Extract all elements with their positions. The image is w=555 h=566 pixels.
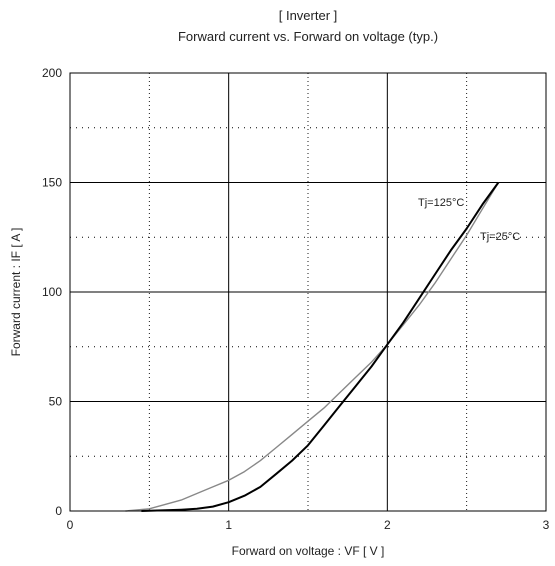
series-lines [125, 181, 500, 512]
y-tick-label: 150 [42, 176, 62, 190]
tick-labels: 0 1 2 3 0 50 100 150 200 [42, 66, 550, 532]
x-axis-label: Forward on voltage : VF [ V ] [232, 544, 385, 558]
series-line-tj25 [141, 181, 500, 512]
chart-subtitle: Forward current vs. Forward on voltage (… [178, 29, 438, 44]
series-line-tj125 [125, 182, 499, 512]
y-axis-label: Forward current : IF [ A ] [9, 228, 23, 357]
series-label-tj25: Tj=25°C [480, 231, 520, 243]
y-tick-label: 0 [55, 504, 62, 518]
y-tick-label: 100 [42, 285, 62, 299]
series-label-tj125: Tj=125°C [418, 197, 464, 209]
x-tick-label: 2 [384, 518, 391, 532]
x-tick-label: 1 [225, 518, 232, 532]
x-tick-label: 0 [67, 518, 74, 532]
y-tick-label: 50 [49, 395, 63, 409]
plot-frame [69, 72, 547, 512]
x-tick-label: 3 [543, 518, 550, 532]
grid [70, 73, 546, 511]
y-tick-label: 200 [42, 66, 62, 80]
chart-title: [ Inverter ] [279, 8, 338, 23]
